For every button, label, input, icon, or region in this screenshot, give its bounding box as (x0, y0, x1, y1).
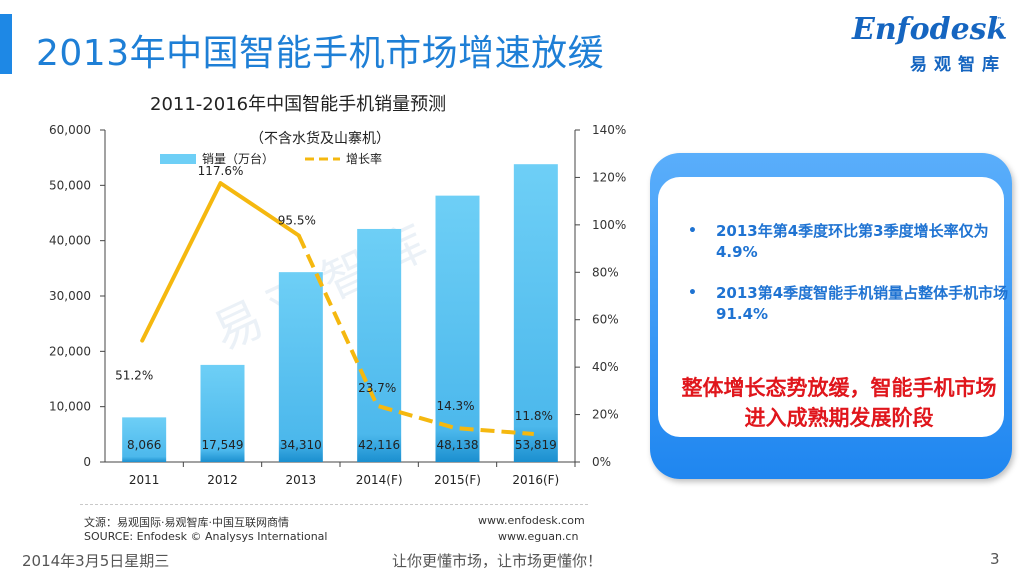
bar-sales-2012 (200, 364, 245, 462)
x-tick-label: 2011 (129, 473, 160, 487)
sales-growth-chart: 0 10,000 20,000 30,000 40,000 50,000 60,000 0% 2… (49, 123, 626, 487)
logo-subtitle: 易观智库 (910, 55, 1006, 75)
insight-callout: • 2013年第4季度环比第3季度增长率仅为4.9% • 2013第4季度智能手… (650, 153, 1012, 479)
y-right-tick-label: 120% (592, 170, 626, 184)
legend-label-growth: 增长率 (346, 151, 382, 166)
slide-title: 2013年中国智能手机市场增速放缓 (36, 33, 605, 74)
bar-value-label: 8,066 (127, 438, 161, 452)
y-right-tick-label: 100% (592, 218, 626, 232)
y-left-tick-label: 30,000 (49, 289, 91, 303)
bullet-dot-icon: • (688, 285, 697, 301)
growth-line-forecast (296, 234, 534, 436)
bar-sales-2011 (122, 417, 167, 462)
y-right-tick-label: 20% (592, 408, 619, 422)
source-url-enfodesk: www.enfodesk.com (478, 514, 585, 527)
insight-conclusion: 整体增长态势放缓，智能手机市场进入成熟期发展阶段 (681, 376, 997, 430)
y-left-tick-label: 50,000 (49, 178, 91, 192)
bullet-dot-icon: • (688, 223, 697, 239)
footer-date: 2014年3月5日星期三 (22, 552, 170, 570)
growth-value-label: 51.2% (115, 369, 153, 383)
bar-value-label: 48,138 (437, 438, 479, 452)
x-tick-label: 2012 (207, 473, 238, 487)
bar-value-label: 17,549 (202, 438, 244, 452)
y-right-tick-label: 0% (592, 455, 611, 469)
y-left-tick-label: 0 (83, 455, 91, 469)
y-left-tick-label: 40,000 (49, 234, 91, 248)
y-left-tick-label: 20,000 (49, 344, 91, 358)
source-divider (80, 504, 588, 505)
growth-line-actual (140, 181, 301, 343)
y-right-tick-label: 140% (592, 123, 626, 137)
chart-title: 2011-2016年中国智能手机销量预测 (150, 94, 447, 115)
growth-value-label: 117.6% (198, 164, 244, 178)
x-tick-label: 2016(F) (512, 473, 559, 487)
x-tick-label: 2013 (286, 473, 317, 487)
source-url-eguan: www.eguan.cn (498, 530, 579, 543)
logo-trademark: ™ (995, 16, 1002, 24)
growth-value-label: 23.7% (358, 381, 396, 395)
bar-sales-2013 (278, 272, 323, 462)
bar-sales-2014(F) (357, 228, 402, 462)
x-tick-label: 2014(F) (356, 473, 403, 487)
y-right-tick-label: 40% (592, 360, 619, 374)
chart-subtitle: （不含水货及山寨机） (250, 131, 390, 147)
bar-sales-2016(F) (513, 164, 558, 462)
source-en: SOURCE: Enfodesk © Analysys Internationa… (84, 530, 328, 543)
insight-bullet-2-text: 2013第4季度智能手机销量占整体手机市场91.4% (716, 284, 1009, 323)
insight-callout-panel: • 2013年第4季度环比第3季度增长率仅为4.9% • 2013第4季度智能手… (658, 177, 1008, 437)
bar-value-label: 53,819 (515, 438, 557, 452)
title-accent-bar (0, 14, 12, 74)
insight-bullet-1-text: 2013年第4季度环比第3季度增长率仅为4.9% (716, 222, 989, 261)
growth-value-label: 95.5% (278, 214, 316, 228)
bar-sales-2015(F) (435, 195, 480, 462)
y-left-tick-label: 10,000 (49, 400, 91, 414)
legend-label-sales: 销量（万台） (202, 151, 274, 166)
brand-logo: ™ Enfodesk 易观智库 (852, 10, 1008, 80)
y-right-tick-label: 60% (592, 313, 619, 327)
growth-value-label: 14.3% (436, 399, 474, 413)
source-cn: 文源：易观国际·易观智库·中国互联网商情 (84, 516, 289, 529)
y-left-tick-label: 60,000 (49, 123, 91, 137)
growth-value-label: 11.8% (515, 409, 553, 423)
bar-value-label: 34,310 (280, 438, 322, 452)
logo-brand-name: Enfodesk (852, 12, 1008, 47)
page-number: 3 (990, 550, 1000, 568)
footer-slogan: 让你更懂市场，让市场更懂你！ (392, 552, 603, 570)
insight-bullet-2: • 2013第4季度智能手机销量占整体手机市场91.4% (688, 283, 1016, 325)
bar-value-label: 42,116 (358, 438, 400, 452)
x-tick-label: 2015(F) (434, 473, 481, 487)
y-right-tick-label: 80% (592, 265, 619, 279)
legend-swatch-sales (160, 154, 196, 164)
insight-bullet-1: • 2013年第4季度环比第3季度增长率仅为4.9% (688, 221, 1016, 263)
